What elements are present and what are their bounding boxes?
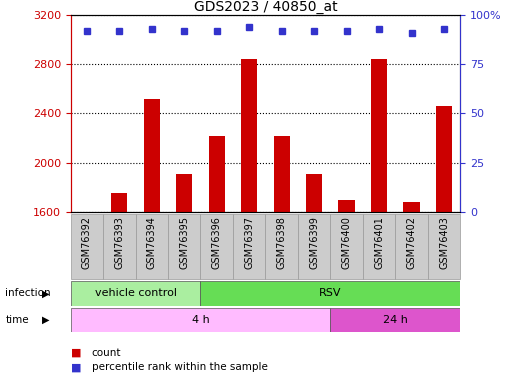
- Text: GSM76400: GSM76400: [342, 216, 351, 269]
- Text: vehicle control: vehicle control: [95, 288, 177, 298]
- Text: time: time: [5, 315, 29, 325]
- Bar: [338, 200, 355, 212]
- FancyBboxPatch shape: [200, 214, 233, 279]
- Bar: [306, 174, 322, 212]
- FancyBboxPatch shape: [266, 214, 298, 279]
- Text: count: count: [92, 348, 121, 357]
- Text: GSM76395: GSM76395: [179, 216, 189, 269]
- Bar: [176, 174, 192, 212]
- FancyBboxPatch shape: [103, 214, 135, 279]
- Text: 24 h: 24 h: [383, 315, 408, 325]
- FancyBboxPatch shape: [298, 214, 331, 279]
- Bar: [209, 136, 225, 212]
- Bar: [241, 59, 257, 212]
- FancyBboxPatch shape: [331, 214, 363, 279]
- Text: infection: infection: [5, 288, 51, 298]
- FancyBboxPatch shape: [168, 214, 200, 279]
- Text: RSV: RSV: [319, 288, 342, 298]
- Text: GSM76392: GSM76392: [82, 216, 92, 269]
- FancyBboxPatch shape: [135, 214, 168, 279]
- Bar: [371, 59, 387, 212]
- FancyBboxPatch shape: [233, 214, 266, 279]
- Text: ▶: ▶: [42, 288, 50, 298]
- Bar: [144, 99, 160, 212]
- FancyBboxPatch shape: [71, 214, 103, 279]
- Text: ■: ■: [71, 348, 81, 357]
- Bar: [111, 194, 128, 212]
- Text: GSM76396: GSM76396: [212, 216, 222, 269]
- Bar: [403, 202, 419, 212]
- Text: GSM76393: GSM76393: [115, 216, 124, 269]
- FancyBboxPatch shape: [395, 214, 428, 279]
- FancyBboxPatch shape: [200, 281, 460, 306]
- Text: GSM76401: GSM76401: [374, 216, 384, 269]
- Text: GSM76399: GSM76399: [309, 216, 319, 269]
- Bar: [274, 136, 290, 212]
- FancyBboxPatch shape: [71, 281, 200, 306]
- Text: GSM76398: GSM76398: [277, 216, 287, 269]
- Text: ■: ■: [71, 363, 81, 372]
- Text: GSM76403: GSM76403: [439, 216, 449, 269]
- FancyBboxPatch shape: [71, 308, 331, 332]
- FancyBboxPatch shape: [363, 214, 395, 279]
- Text: GSM76394: GSM76394: [147, 216, 157, 269]
- FancyBboxPatch shape: [428, 214, 460, 279]
- Title: GDS2023 / 40850_at: GDS2023 / 40850_at: [194, 0, 337, 14]
- Text: ▶: ▶: [42, 315, 50, 325]
- Bar: [436, 106, 452, 212]
- Text: GSM76397: GSM76397: [244, 216, 254, 269]
- Text: percentile rank within the sample: percentile rank within the sample: [92, 363, 267, 372]
- Text: GSM76402: GSM76402: [406, 216, 416, 269]
- Text: 4 h: 4 h: [191, 315, 209, 325]
- FancyBboxPatch shape: [331, 308, 460, 332]
